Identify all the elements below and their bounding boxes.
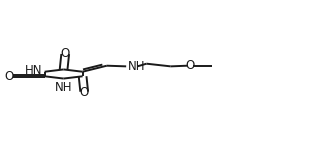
Text: O: O — [61, 47, 70, 60]
Text: O: O — [80, 86, 89, 99]
Text: NH: NH — [128, 60, 145, 73]
Text: HN: HN — [25, 64, 42, 77]
Text: O: O — [185, 59, 195, 72]
Text: O: O — [5, 70, 14, 83]
Text: NH: NH — [55, 82, 72, 94]
